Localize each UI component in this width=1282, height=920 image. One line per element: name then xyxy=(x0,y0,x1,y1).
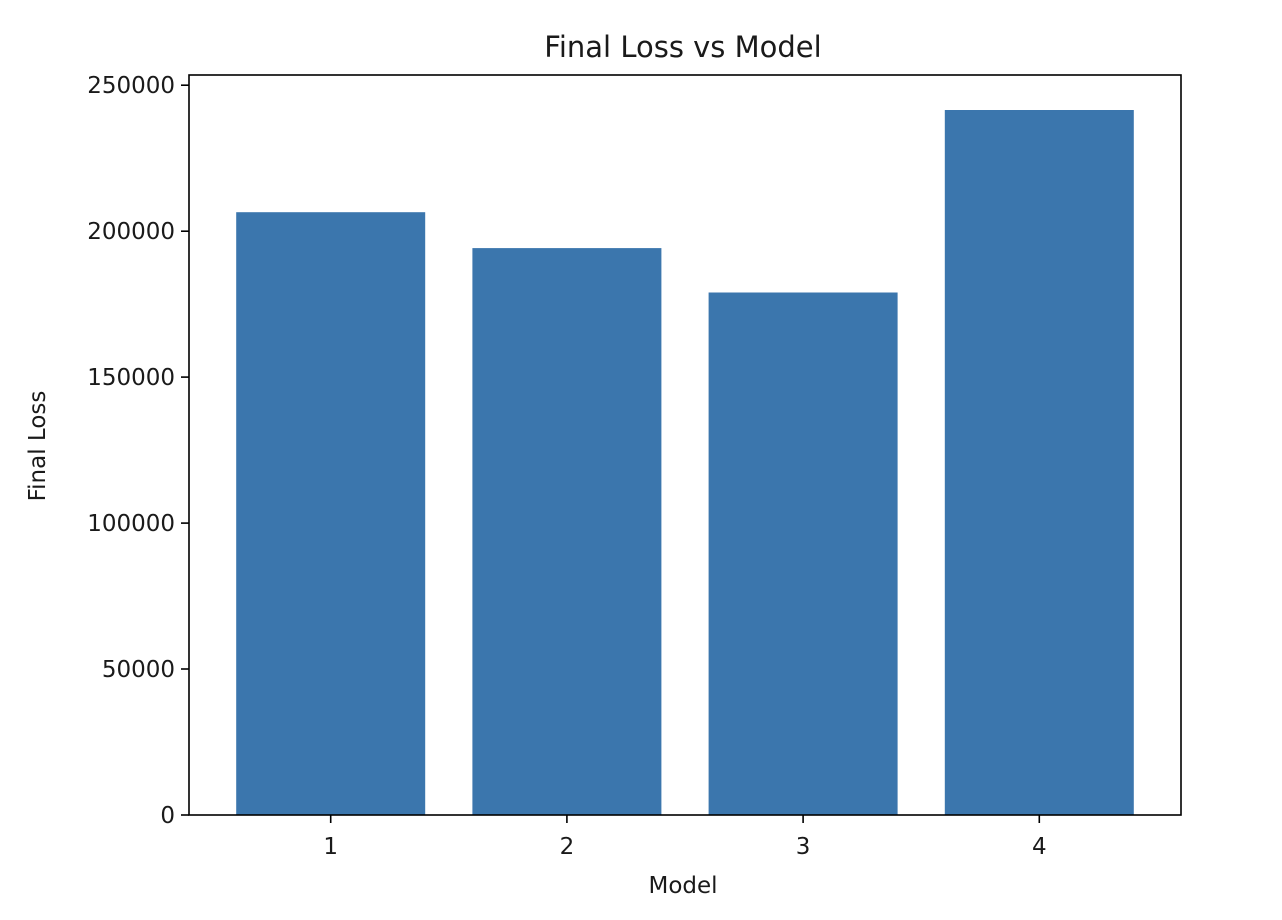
x-tick-label: 2 xyxy=(560,834,575,860)
y-tick-label: 50000 xyxy=(102,657,175,683)
chart-title: Final Loss vs Model xyxy=(544,30,821,64)
bar-model-3 xyxy=(708,292,898,815)
y-tick-label: 200000 xyxy=(87,219,175,245)
y-tick-label: 0 xyxy=(160,803,175,829)
bars-group xyxy=(236,110,1134,816)
x-tick-label: 4 xyxy=(1032,834,1047,860)
y-tick-label: 250000 xyxy=(87,73,175,99)
y-tick-label: 150000 xyxy=(87,365,175,391)
x-tick-label: 1 xyxy=(323,834,338,860)
x-axis: 1 2 3 4 xyxy=(323,815,1047,860)
y-tick-label: 100000 xyxy=(87,511,175,537)
bar-model-4 xyxy=(944,110,1134,815)
y-axis: 0 50000 100000 150000 200000 250000 xyxy=(87,73,189,829)
bar-model-1 xyxy=(236,212,426,815)
y-axis-label: Final Loss xyxy=(25,391,51,502)
x-tick-label: 3 xyxy=(796,834,811,860)
plot-frame xyxy=(188,74,1182,816)
bar-model-2 xyxy=(472,248,662,816)
x-axis-label: Model xyxy=(648,873,717,899)
